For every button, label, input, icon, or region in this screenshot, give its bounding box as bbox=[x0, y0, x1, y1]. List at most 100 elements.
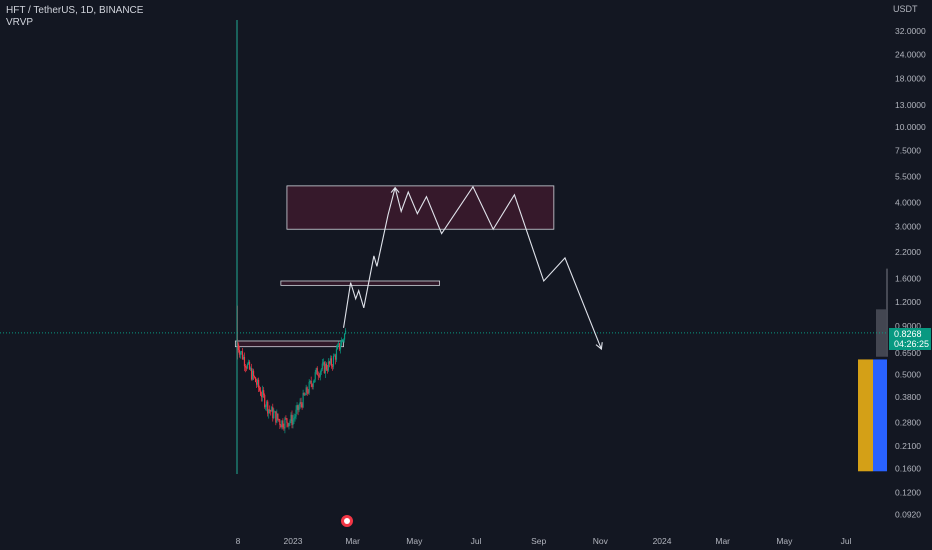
candle-body bbox=[268, 409, 270, 414]
candle-body bbox=[266, 401, 268, 407]
candle-body bbox=[267, 401, 269, 414]
projection-arrowhead bbox=[595, 342, 603, 351]
candle-body bbox=[290, 414, 292, 422]
price-tick-label: 0.5000 bbox=[895, 370, 921, 380]
price-tick-label: 0.9000 bbox=[895, 321, 921, 331]
candle-body bbox=[319, 371, 321, 377]
candle-body bbox=[297, 405, 299, 411]
candle-body bbox=[301, 404, 303, 408]
candles bbox=[236, 305, 347, 434]
candle-body bbox=[260, 390, 262, 396]
volume-profile bbox=[858, 268, 888, 472]
candle-body bbox=[258, 379, 260, 388]
candle-body bbox=[270, 410, 272, 412]
candle-body bbox=[285, 418, 287, 420]
candle-body bbox=[303, 392, 305, 395]
price-tick-label: 0.2800 bbox=[895, 417, 921, 427]
candle-body bbox=[278, 419, 280, 421]
chart-legend: HFT / TetherUS, 1D, BINANCE VRVP bbox=[6, 5, 143, 29]
event-flag-icon[interactable] bbox=[339, 513, 355, 529]
indicator-label[interactable]: VRVP bbox=[6, 17, 34, 28]
candle-body bbox=[316, 368, 318, 376]
price-tick-label: 10.0000 bbox=[895, 122, 926, 132]
projection-path[interactable] bbox=[343, 185, 603, 351]
candle-body bbox=[300, 402, 302, 405]
candle-body bbox=[242, 356, 245, 360]
candle-body bbox=[280, 424, 282, 428]
zone-box bbox=[280, 280, 441, 286]
volume-profile-bar-up bbox=[858, 359, 873, 472]
candle-body bbox=[324, 364, 326, 374]
candle-body bbox=[296, 405, 298, 410]
candle-body bbox=[328, 361, 330, 364]
candle-body bbox=[334, 355, 337, 360]
candle-body bbox=[273, 412, 275, 419]
price-tick-label: 32.0000 bbox=[895, 26, 926, 36]
candle-body bbox=[292, 419, 294, 425]
candle-body bbox=[252, 370, 255, 377]
candle-body bbox=[335, 349, 338, 360]
candle-body bbox=[262, 390, 264, 398]
candle-body bbox=[291, 414, 293, 425]
candle-body bbox=[246, 363, 249, 369]
last-price-tag: 0.8268 04:26:25 bbox=[889, 327, 931, 350]
candle-body bbox=[295, 409, 297, 417]
candle-body bbox=[327, 361, 329, 371]
projection-polyline bbox=[343, 185, 602, 350]
candle-body bbox=[250, 368, 253, 380]
candle-body bbox=[288, 423, 290, 427]
candle-body bbox=[322, 362, 324, 364]
candle-body bbox=[261, 395, 263, 398]
candle-body bbox=[311, 384, 313, 387]
candle-body bbox=[305, 387, 307, 395]
candle-body bbox=[326, 369, 328, 371]
peak-arrowhead bbox=[390, 186, 400, 193]
candle-body bbox=[240, 351, 243, 353]
candle-body bbox=[293, 418, 295, 420]
price-tick-label: 0.0920 bbox=[895, 509, 921, 519]
candle-body bbox=[276, 413, 278, 423]
candle-body bbox=[308, 381, 310, 393]
candle-body bbox=[294, 416, 296, 419]
candle-body bbox=[237, 344, 240, 351]
candle-body bbox=[279, 420, 281, 425]
candle-body bbox=[344, 330, 347, 334]
candle-body bbox=[313, 379, 315, 383]
candle-body bbox=[247, 361, 250, 364]
candle-body bbox=[306, 387, 308, 393]
price-tick-label: 1.2000 bbox=[895, 297, 921, 307]
candle-body bbox=[309, 380, 311, 382]
candle-body bbox=[331, 365, 334, 367]
candle-body bbox=[287, 422, 289, 427]
candle-body bbox=[244, 366, 247, 368]
candle-body bbox=[264, 395, 266, 407]
candle-body bbox=[317, 375, 319, 376]
candle-body bbox=[312, 382, 314, 387]
time-tick-label: Sep bbox=[531, 536, 546, 546]
candle-body bbox=[337, 343, 340, 346]
time-tick-label: Mar bbox=[345, 536, 360, 546]
candle-body bbox=[274, 411, 276, 413]
candle-body bbox=[284, 418, 286, 429]
candle-body bbox=[333, 355, 336, 357]
time-tick-label: Jul bbox=[471, 536, 482, 546]
candle-body bbox=[248, 361, 251, 370]
time-tick-label: Jul bbox=[841, 536, 852, 546]
candle-body bbox=[263, 390, 265, 396]
candle-body bbox=[271, 407, 273, 412]
candle-body bbox=[249, 368, 252, 370]
time-tick-label: May bbox=[776, 536, 793, 546]
price-tick-label: 4.0000 bbox=[895, 198, 921, 208]
price-tick-label: 0.1200 bbox=[895, 487, 921, 497]
candle-body bbox=[238, 350, 241, 355]
price-tick-label: 2.2000 bbox=[895, 247, 921, 257]
candle-body bbox=[251, 370, 254, 380]
supply-demand-zones[interactable] bbox=[234, 185, 555, 348]
last-price-value: 0.8268 bbox=[894, 328, 922, 339]
candle-body bbox=[257, 379, 259, 385]
candle-body bbox=[314, 372, 316, 380]
symbol-title[interactable]: HFT / TetherUS, 1D, BINANCE bbox=[6, 5, 144, 16]
zone-box bbox=[234, 340, 344, 348]
candle-body bbox=[323, 362, 325, 374]
